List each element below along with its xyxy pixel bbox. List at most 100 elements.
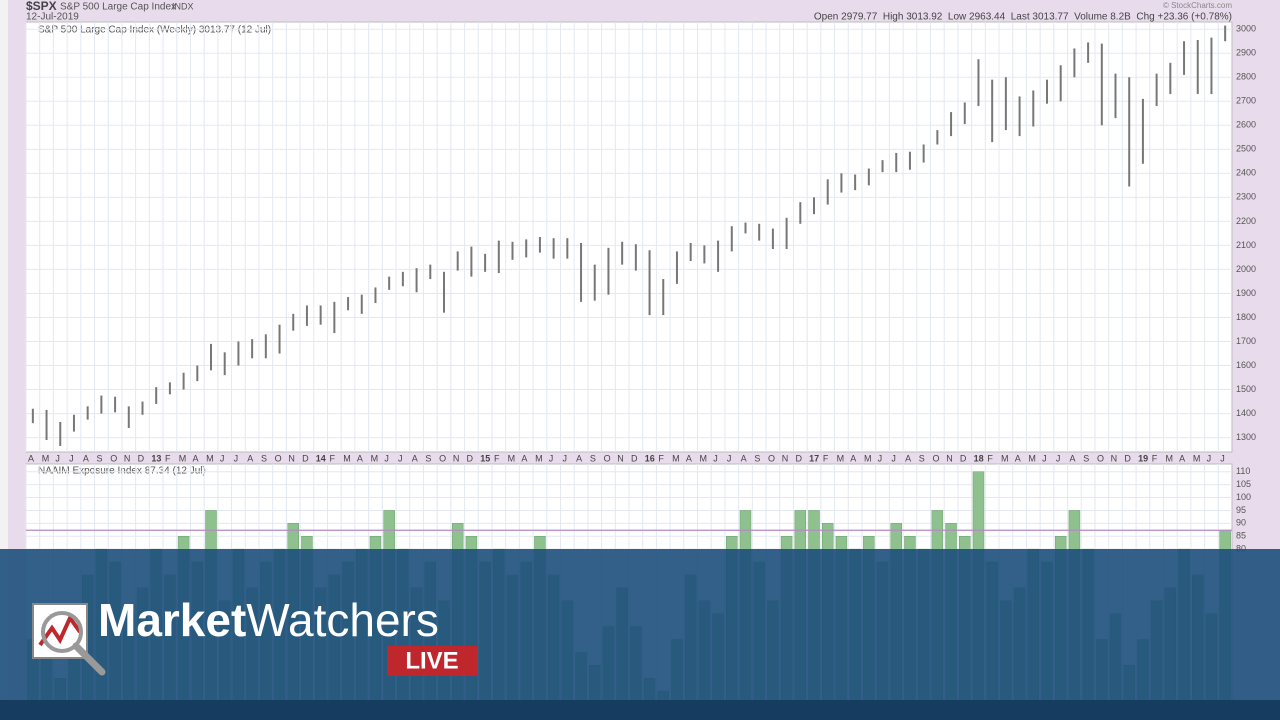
y-tick-label: 1800 <box>1236 312 1256 322</box>
logo-lens <box>41 611 83 653</box>
x-tick-label: A <box>905 453 911 463</box>
y-tick-label: 85 <box>1236 531 1246 541</box>
x-tick-label: D <box>631 453 638 463</box>
y-tick-label: 1400 <box>1236 408 1256 418</box>
x-tick-label: A <box>357 453 363 463</box>
y-tick-label: 2300 <box>1236 192 1256 202</box>
x-tick-label: S <box>754 453 760 463</box>
x-tick-label: A <box>521 453 527 463</box>
x-tick-label: 17 <box>809 453 819 463</box>
date: 12-Jul-2019 <box>26 12 79 23</box>
quote: Open 2979.77 High 3013.92 Low 2963.44 La… <box>814 12 1232 23</box>
x-tick-label: D <box>138 453 145 463</box>
x-tick-label: S <box>590 453 596 463</box>
x-tick-label: O <box>1097 453 1104 463</box>
x-tick-label: S <box>261 453 267 463</box>
x-tick-label: J <box>55 453 60 463</box>
index-name: S&P 500 Large Cap Index <box>60 2 176 13</box>
x-tick-label: N <box>946 453 953 463</box>
x-tick-label: F <box>165 453 171 463</box>
x-tick-label: 15 <box>480 453 490 463</box>
x-tick-label: D <box>302 453 309 463</box>
banner-strip <box>0 700 1280 720</box>
y-tick-label: 2500 <box>1236 144 1256 154</box>
x-tick-label: A <box>28 453 34 463</box>
x-tick-label: N <box>782 453 789 463</box>
x-tick-label: J <box>220 453 225 463</box>
x-tick-label: J <box>1220 453 1225 463</box>
x-tick-label: F <box>494 453 500 463</box>
x-tick-label: F <box>987 453 993 463</box>
x-tick-label: M <box>1001 453 1009 463</box>
brand-bold: Market <box>98 594 246 646</box>
logo-chart <box>38 614 82 647</box>
x-tick-label: O <box>933 453 940 463</box>
x-tick-label: D <box>467 453 474 463</box>
x-tick-label: D <box>795 453 802 463</box>
x-tick-label: M <box>206 453 214 463</box>
y-tick-label: 2900 <box>1236 48 1256 58</box>
x-tick-label: 16 <box>645 453 655 463</box>
x-tick-label: A <box>412 453 418 463</box>
x-tick-label: J <box>69 453 74 463</box>
y-tick-label: 90 <box>1236 518 1246 528</box>
x-tick-label: S <box>1083 453 1089 463</box>
y-tick-label: 110 <box>1236 466 1250 476</box>
x-tick-label: N <box>453 453 460 463</box>
exchange: INDX <box>172 1 194 11</box>
x-tick-label: M <box>535 453 543 463</box>
x-tick-label: J <box>234 453 239 463</box>
x-tick-label: S <box>97 453 103 463</box>
x-tick-label: J <box>384 453 389 463</box>
x-tick-label: M <box>1028 453 1036 463</box>
y-tick-label: 1600 <box>1236 360 1256 370</box>
y-tick-label: 1500 <box>1236 384 1256 394</box>
x-tick-label: J <box>727 453 732 463</box>
x-tick-label: O <box>110 453 117 463</box>
y-tick-label: 3000 <box>1236 24 1256 34</box>
x-tick-label: M <box>371 453 379 463</box>
y-tick-label: 2200 <box>1236 216 1256 226</box>
x-tick-label: N <box>288 453 295 463</box>
symbol: $SPX <box>26 0 57 13</box>
x-tick-label: O <box>275 453 282 463</box>
banner <box>0 549 1280 720</box>
y-tick-label: 100 <box>1236 492 1251 502</box>
x-tick-label: J <box>562 453 567 463</box>
x-tick-label: F <box>330 453 336 463</box>
x-tick-label: A <box>1015 453 1021 463</box>
y-tick-label: 1300 <box>1236 432 1256 442</box>
y-tick-label: 2400 <box>1236 168 1256 178</box>
sidebar <box>0 0 8 720</box>
x-tick-label: M <box>508 453 515 463</box>
x-tick-label: M <box>837 453 845 463</box>
x-tick-label: O <box>604 453 611 463</box>
y-tick-label: 2700 <box>1236 96 1256 106</box>
x-tick-label: A <box>741 453 747 463</box>
y-tick-label: 2000 <box>1236 264 1256 274</box>
logo-handle <box>72 642 106 676</box>
live-badge <box>387 646 478 676</box>
x-tick-label: M <box>864 453 872 463</box>
x-tick-label: S <box>919 453 925 463</box>
y-tick-label: 80 <box>1236 544 1246 554</box>
x-tick-label: N <box>124 453 131 463</box>
y-tick-label: 105 <box>1236 479 1251 489</box>
x-tick-label: J <box>398 453 403 463</box>
x-tick-label: F <box>658 453 664 463</box>
source: © StockCharts.com <box>1163 1 1232 10</box>
x-tick-label: J <box>1042 453 1047 463</box>
brand-light: Watchers <box>246 594 439 646</box>
x-tick-label: 18 <box>974 453 984 463</box>
x-tick-label: A <box>83 453 89 463</box>
x-tick-label: M <box>343 453 351 463</box>
x-tick-label: D <box>1124 453 1131 463</box>
x-tick-label: O <box>439 453 446 463</box>
brand: MarketWatchers <box>98 594 439 646</box>
x-tick-label: J <box>1056 453 1061 463</box>
x-tick-label: A <box>850 453 856 463</box>
x-tick-label: M <box>672 453 680 463</box>
y-tick-label: 2800 <box>1236 72 1256 82</box>
x-tick-label: O <box>768 453 775 463</box>
